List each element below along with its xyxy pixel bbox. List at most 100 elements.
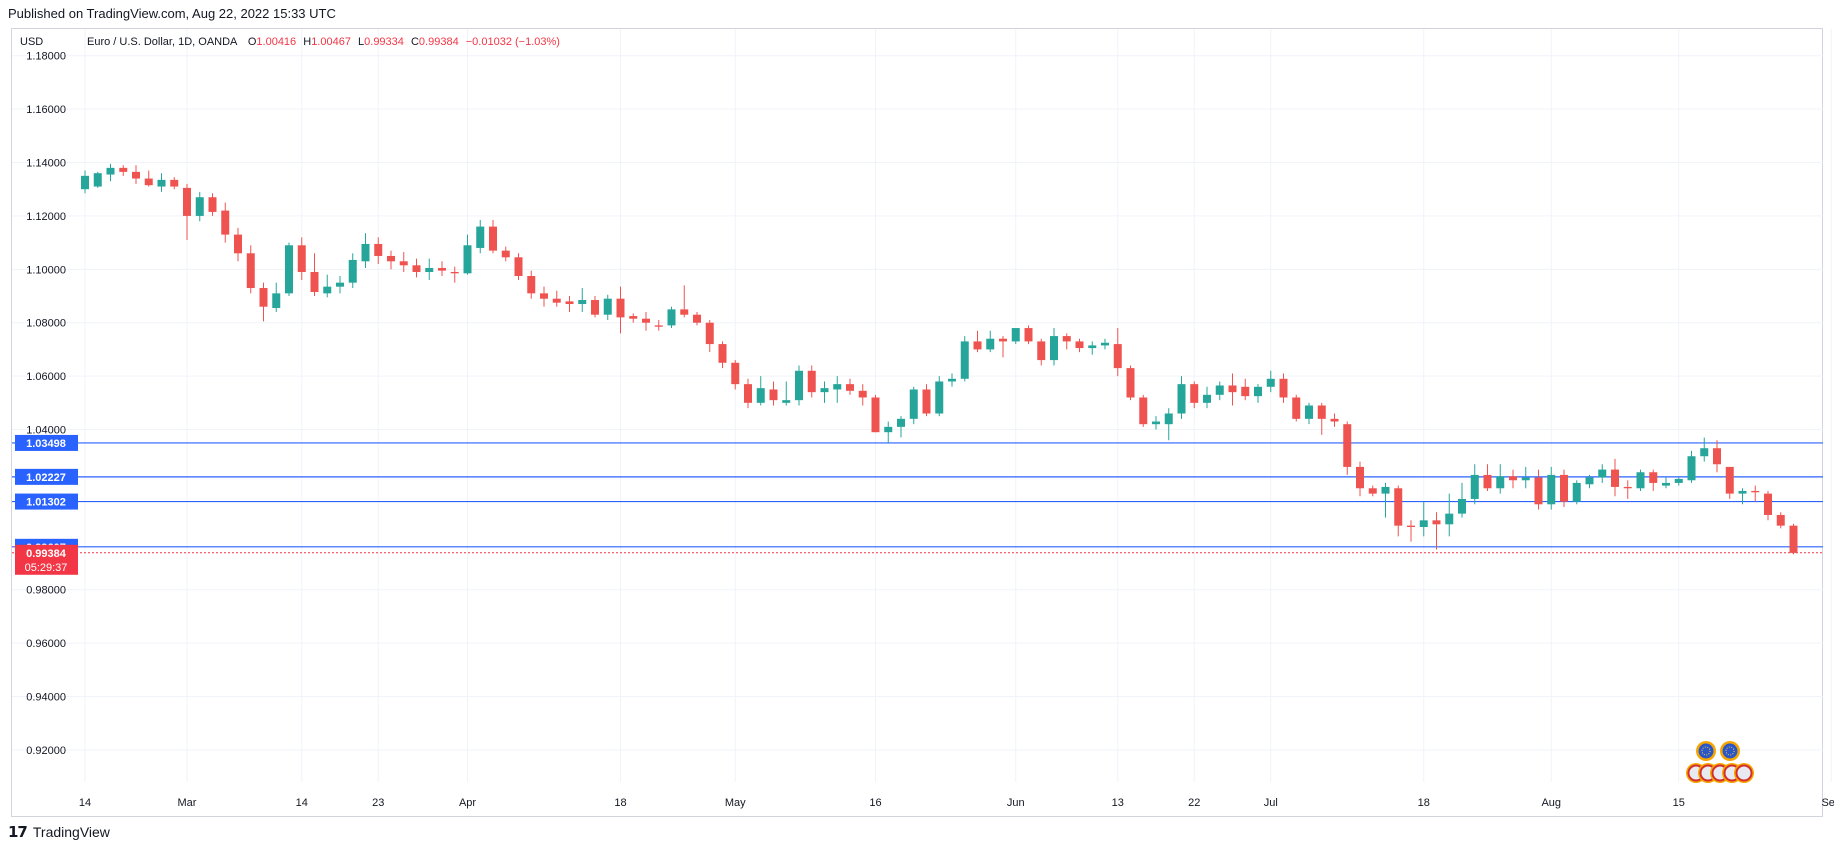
candle [195, 191, 204, 222]
candle-body [922, 389, 931, 414]
candle [922, 384, 931, 417]
candle-body [1751, 490, 1760, 493]
candle-body [310, 271, 319, 293]
candle [846, 378, 854, 395]
candle [578, 288, 587, 313]
candle [1560, 469, 1568, 507]
candle-body [157, 179, 166, 187]
candle-body [693, 314, 701, 323]
candle [833, 376, 842, 403]
candle-body [871, 397, 880, 433]
candle-body [1292, 397, 1301, 419]
candle [119, 165, 128, 176]
candle [1776, 512, 1785, 529]
x-tick-label: Jun [1007, 797, 1025, 809]
candle [1279, 373, 1288, 403]
price-axis: 1.18000 1.16000 1.14000 1.12000 1.10000 1.080… [26, 51, 66, 757]
candle-body [1228, 385, 1237, 393]
candle [693, 312, 701, 326]
candle-body [323, 286, 332, 294]
candle [93, 171, 102, 188]
candle [1572, 480, 1581, 505]
candle [1419, 501, 1428, 537]
candle-body [81, 175, 89, 190]
x-tick-label: Jul [1264, 797, 1278, 809]
level-label: 1.02227 [26, 472, 66, 484]
candle-body [1266, 378, 1275, 387]
candle-body [412, 265, 421, 272]
candle-body [1368, 488, 1377, 494]
candle-body [1509, 476, 1517, 481]
candle-body [1534, 477, 1543, 505]
candle-body [1190, 384, 1199, 403]
candle-body [858, 390, 867, 398]
candle-body [1317, 405, 1326, 419]
candle-body [909, 389, 918, 419]
candle-body [1764, 493, 1772, 515]
candle-body [221, 210, 230, 235]
candle [1636, 469, 1645, 491]
footer[interactable]: 𝟭𝟳 TradingView [8, 823, 110, 841]
candle [1789, 523, 1798, 555]
candle [425, 258, 434, 280]
candle-body [195, 197, 204, 216]
candle [1738, 488, 1747, 505]
candle-body [450, 271, 459, 274]
candle [1458, 482, 1466, 518]
candle [807, 365, 816, 398]
candle-body [1113, 344, 1122, 369]
candle [1713, 440, 1721, 473]
candle-body [1496, 476, 1505, 489]
candle [1305, 402, 1313, 425]
open-value: 1.00416 [256, 36, 296, 48]
candle-body [1470, 474, 1479, 499]
x-tick-label: 15 [1673, 797, 1685, 809]
candle [1164, 408, 1173, 441]
candle-body [1611, 469, 1619, 487]
candle [1203, 386, 1211, 409]
candle-body [1598, 469, 1607, 478]
candle [935, 376, 944, 417]
grid [12, 29, 1832, 782]
candle-body [948, 378, 956, 382]
candle-body [1560, 474, 1568, 502]
candle-body [1687, 456, 1696, 481]
us-flag-icon [1734, 763, 1754, 783]
candle [1011, 328, 1020, 345]
candle-body [1636, 472, 1645, 489]
candle-body [1445, 513, 1454, 525]
candle-body [1483, 474, 1492, 489]
tradingview-logo-icon: 𝟭𝟳 [8, 824, 28, 841]
candle [680, 285, 689, 318]
candle [1407, 520, 1415, 542]
candle-body [425, 267, 434, 272]
candle-body [208, 197, 217, 212]
open-label: O [248, 36, 257, 48]
candle [501, 246, 510, 262]
candle [552, 290, 561, 307]
candle [884, 421, 893, 443]
candle-body [1521, 477, 1530, 481]
candle [489, 219, 497, 254]
legend-line: Euro / U.S. Dollar, 1D, OANDA O1.00416 H… [87, 36, 560, 48]
event-markers [1686, 741, 1754, 783]
candle-body [731, 362, 740, 385]
candle-body [603, 298, 612, 315]
high-label: H [303, 36, 311, 48]
marker-flag [1735, 764, 1753, 782]
high-value: 1.00467 [311, 36, 351, 48]
currency-label: USD [20, 36, 43, 48]
level-tag [15, 434, 78, 451]
candle-body [705, 322, 714, 345]
marker-stars [1725, 746, 1735, 756]
candle [629, 313, 638, 323]
candle [999, 336, 1007, 358]
candle [1662, 477, 1670, 489]
candle [450, 266, 459, 283]
candle-body [616, 298, 625, 318]
candle [1024, 325, 1033, 345]
candle-body [935, 381, 944, 414]
candle [387, 250, 395, 270]
candle [1509, 469, 1517, 489]
